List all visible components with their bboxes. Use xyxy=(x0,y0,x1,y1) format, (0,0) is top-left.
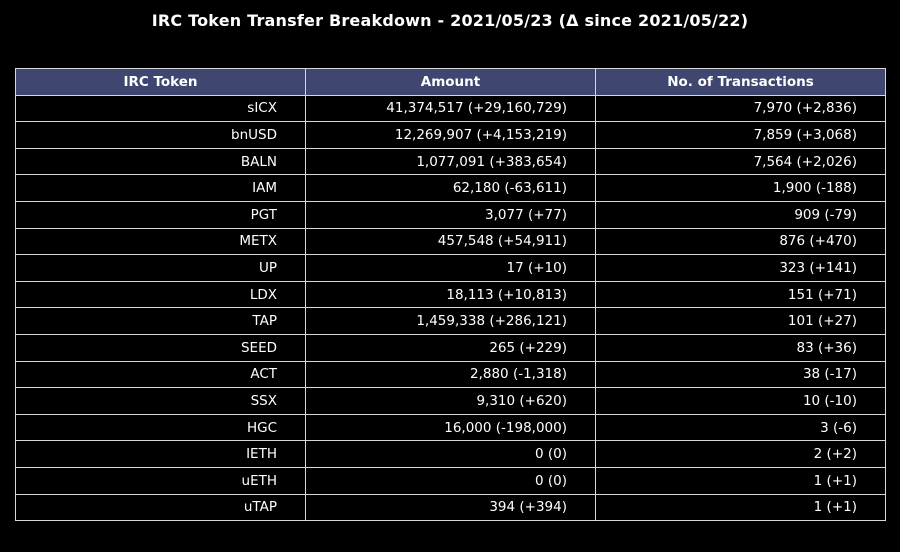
transactions-cell: 876 (+470) xyxy=(595,227,886,256)
transactions-cell: 2 (+2) xyxy=(595,440,886,468)
amount-cell: 9,310 (+620) xyxy=(305,387,596,415)
token-cell: IETH xyxy=(15,440,306,468)
table-row: ACT 2,880 (-1,318) 38 (-17) xyxy=(15,360,886,389)
transactions-cell: 7,970 (+2,836) xyxy=(595,94,886,123)
amount-cell: 16,000 (-198,000) xyxy=(305,413,596,442)
column-header-transactions: No. of Transactions xyxy=(595,68,886,96)
table-row: UP 17 (+10) 323 (+141) xyxy=(15,254,886,282)
amount-cell: 457,548 (+54,911) xyxy=(305,227,596,256)
transactions-cell: 1 (+1) xyxy=(595,466,886,495)
amount-cell: 3,077 (+77) xyxy=(305,200,596,229)
amount-cell: 12,269,907 (+4,153,219) xyxy=(305,121,596,149)
transactions-cell: 83 (+36) xyxy=(595,333,886,362)
token-cell: bnUSD xyxy=(15,121,306,149)
amount-cell: 265 (+229) xyxy=(305,333,596,362)
transactions-cell: 909 (-79) xyxy=(595,200,886,229)
token-cell: PGT xyxy=(15,200,306,229)
amount-cell: 1,459,338 (+286,121) xyxy=(305,307,596,335)
table-row: IETH 0 (0) 2 (+2) xyxy=(15,440,886,468)
amount-cell: 62,180 (-63,611) xyxy=(305,174,596,202)
amount-cell: 17 (+10) xyxy=(305,254,596,282)
transactions-cell: 7,859 (+3,068) xyxy=(595,121,886,149)
amount-cell: 0 (0) xyxy=(305,466,596,495)
transactions-cell: 10 (-10) xyxy=(595,387,886,415)
token-cell: SSX xyxy=(15,387,306,415)
column-header-token: IRC Token xyxy=(15,68,306,96)
transactions-cell: 38 (-17) xyxy=(595,360,886,389)
transactions-cell: 151 (+71) xyxy=(595,280,886,309)
table-row: SEED 265 (+229) 83 (+36) xyxy=(15,333,886,362)
transactions-cell: 3 (-6) xyxy=(595,413,886,442)
amount-cell: 41,374,517 (+29,160,729) xyxy=(305,94,596,123)
amount-cell: 394 (+394) xyxy=(305,493,596,522)
table-row: PGT 3,077 (+77) 909 (-79) xyxy=(15,200,886,229)
token-cell: uTAP xyxy=(15,493,306,522)
table-row: sICX 41,374,517 (+29,160,729) 7,970 (+2,83… xyxy=(15,94,886,123)
amount-cell: 18,113 (+10,813) xyxy=(305,280,596,309)
token-cell: TAP xyxy=(15,307,306,335)
transactions-cell: 7,564 (+2,026) xyxy=(595,147,886,176)
amount-cell: 2,880 (-1,318) xyxy=(305,360,596,389)
token-cell: ACT xyxy=(15,360,306,389)
token-cell: uETH xyxy=(15,466,306,495)
token-cell: BALN xyxy=(15,147,306,176)
table-row: BALN 1,077,091 (+383,654) 7,564 (+2,026) xyxy=(15,147,886,176)
token-cell: HGC xyxy=(15,413,306,442)
table-row: IAM 62,180 (-63,611) 1,900 (-188) xyxy=(15,174,886,202)
transactions-cell: 1,900 (-188) xyxy=(595,174,886,202)
transactions-cell: 323 (+141) xyxy=(595,254,886,282)
column-header-amount: Amount xyxy=(305,68,596,96)
amount-cell: 0 (0) xyxy=(305,440,596,468)
token-cell: UP xyxy=(15,254,306,282)
table-body: sICX 41,374,517 (+29,160,729) 7,970 (+2,83… xyxy=(15,94,886,522)
token-cell: sICX xyxy=(15,94,306,123)
transactions-cell: 101 (+27) xyxy=(595,307,886,335)
table-row: uTAP 394 (+394) 1 (+1) xyxy=(15,493,886,522)
table-row: HGC 16,000 (-198,000) 3 (-6) xyxy=(15,413,886,442)
token-transfer-table: IRC Token Amount No. of Transactions sIC… xyxy=(15,68,886,522)
token-cell: IAM xyxy=(15,174,306,202)
token-cell: LDX xyxy=(15,280,306,309)
table-row: SSX 9,310 (+620) 10 (-10) xyxy=(15,387,886,415)
table-row: TAP 1,459,338 (+286,121) 101 (+27) xyxy=(15,307,886,335)
chart-title: IRC Token Transfer Breakdown - 2021/05/2… xyxy=(151,11,749,30)
table-row: uETH 0 (0) 1 (+1) xyxy=(15,466,886,495)
amount-cell: 1,077,091 (+383,654) xyxy=(305,147,596,176)
table-row: METX 457,548 (+54,911) 876 (+470) xyxy=(15,227,886,256)
token-cell: METX xyxy=(15,227,306,256)
table-row: LDX 18,113 (+10,813) 151 (+71) xyxy=(15,280,886,309)
token-cell: SEED xyxy=(15,333,306,362)
table-header-row: IRC Token Amount No. of Transactions xyxy=(15,68,886,96)
table-row: bnUSD 12,269,907 (+4,153,219) 7,859 (+3,06… xyxy=(15,121,886,149)
transactions-cell: 1 (+1) xyxy=(595,493,886,522)
